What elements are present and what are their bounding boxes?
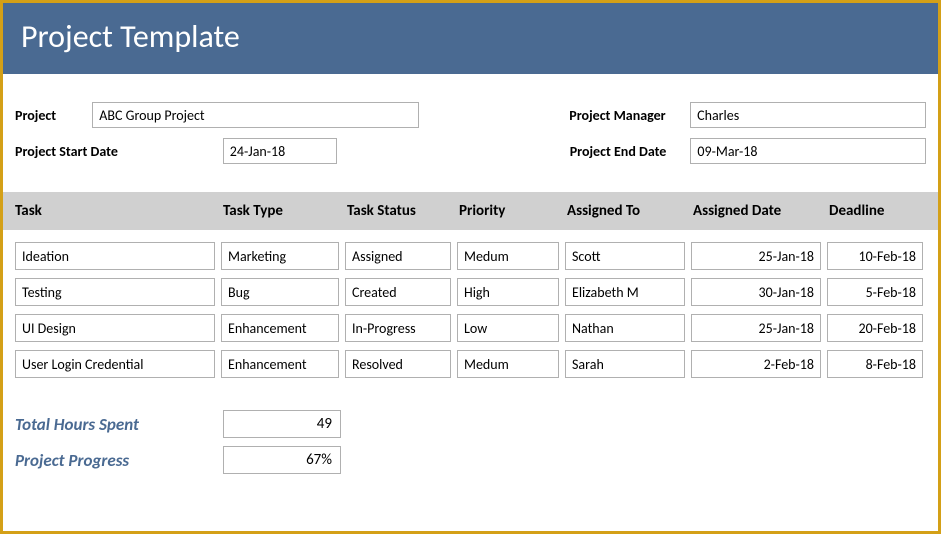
- cell-task[interactable]: UI Design: [15, 314, 215, 342]
- cell-assigned[interactable]: Sarah: [565, 350, 685, 378]
- cell-priority[interactable]: Medum: [457, 242, 559, 270]
- cell-type[interactable]: Bug: [221, 278, 339, 306]
- cell-type[interactable]: Marketing: [221, 242, 339, 270]
- end-value[interactable]: 09-Mar-18: [690, 138, 926, 164]
- cell-assigned[interactable]: Nathan: [565, 314, 685, 342]
- hours-label: Total Hours Spent: [15, 414, 223, 435]
- cell-priority[interactable]: Low: [457, 314, 559, 342]
- cell-priority[interactable]: High: [457, 278, 559, 306]
- project-label: Project: [15, 107, 92, 124]
- cell-assigned-date[interactable]: 2-Feb-18: [691, 350, 821, 378]
- page-title: Project Template: [21, 17, 240, 56]
- task-table-body: IdeationMarketingAssignedMedumScott25-Ja…: [3, 230, 938, 378]
- summary-section: Total Hours Spent 49 Project Progress 67…: [3, 386, 938, 474]
- summary-row-progress: Project Progress 67%: [15, 446, 938, 474]
- task-table: Task Task Type Task Status Priority Assi…: [3, 192, 938, 378]
- summary-row-hours: Total Hours Spent 49: [15, 410, 938, 438]
- progress-label: Project Progress: [15, 450, 223, 471]
- cell-deadline[interactable]: 20-Feb-18: [827, 314, 923, 342]
- page-title-bar: Project Template: [3, 3, 938, 74]
- cell-status[interactable]: In-Progress: [345, 314, 451, 342]
- th-adate: Assigned Date: [693, 202, 829, 220]
- project-meta: Project ABC Group Project Project Manage…: [3, 74, 938, 186]
- task-table-header: Task Task Type Task Status Priority Assi…: [3, 192, 938, 230]
- cell-assigned-date[interactable]: 25-Jan-18: [691, 314, 821, 342]
- cell-assigned[interactable]: Scott: [565, 242, 685, 270]
- th-assigned: Assigned To: [567, 202, 693, 220]
- table-row: TestingBugCreatedHighElizabeth M30-Jan-1…: [15, 278, 938, 306]
- table-row: IdeationMarketingAssignedMedumScott25-Ja…: [15, 242, 938, 270]
- th-type: Task Type: [223, 202, 347, 220]
- start-value[interactable]: 24-Jan-18: [223, 138, 337, 164]
- meta-row-dates: Project Start Date 24-Jan-18 Project End…: [15, 138, 926, 164]
- cell-deadline[interactable]: 10-Feb-18: [827, 242, 923, 270]
- cell-deadline[interactable]: 8-Feb-18: [827, 350, 923, 378]
- cell-deadline[interactable]: 5-Feb-18: [827, 278, 923, 306]
- end-label: Project End Date: [570, 143, 691, 160]
- progress-value[interactable]: 67%: [223, 446, 341, 474]
- cell-status[interactable]: Created: [345, 278, 451, 306]
- cell-task[interactable]: User Login Credential: [15, 350, 215, 378]
- cell-task[interactable]: Testing: [15, 278, 215, 306]
- th-deadline: Deadline: [829, 202, 929, 220]
- cell-task[interactable]: Ideation: [15, 242, 215, 270]
- cell-assigned-date[interactable]: 25-Jan-18: [691, 242, 821, 270]
- cell-status[interactable]: Assigned: [345, 242, 451, 270]
- start-label: Project Start Date: [15, 143, 223, 160]
- th-status: Task Status: [347, 202, 459, 220]
- meta-row-project: Project ABC Group Project Project Manage…: [15, 102, 926, 128]
- th-task: Task: [15, 202, 223, 220]
- table-row: User Login CredentialEnhancementResolved…: [15, 350, 938, 378]
- pm-label: Project Manager: [569, 107, 690, 124]
- table-row: UI DesignEnhancementIn-ProgressLowNathan…: [15, 314, 938, 342]
- cell-status[interactable]: Resolved: [345, 350, 451, 378]
- cell-assigned-date[interactable]: 30-Jan-18: [691, 278, 821, 306]
- cell-priority[interactable]: Medum: [457, 350, 559, 378]
- cell-type[interactable]: Enhancement: [221, 314, 339, 342]
- cell-assigned[interactable]: Elizabeth M: [565, 278, 685, 306]
- hours-value[interactable]: 49: [223, 410, 341, 438]
- project-value[interactable]: ABC Group Project: [92, 102, 419, 128]
- pm-value[interactable]: Charles: [690, 102, 926, 128]
- cell-type[interactable]: Enhancement: [221, 350, 339, 378]
- th-priority: Priority: [459, 202, 567, 220]
